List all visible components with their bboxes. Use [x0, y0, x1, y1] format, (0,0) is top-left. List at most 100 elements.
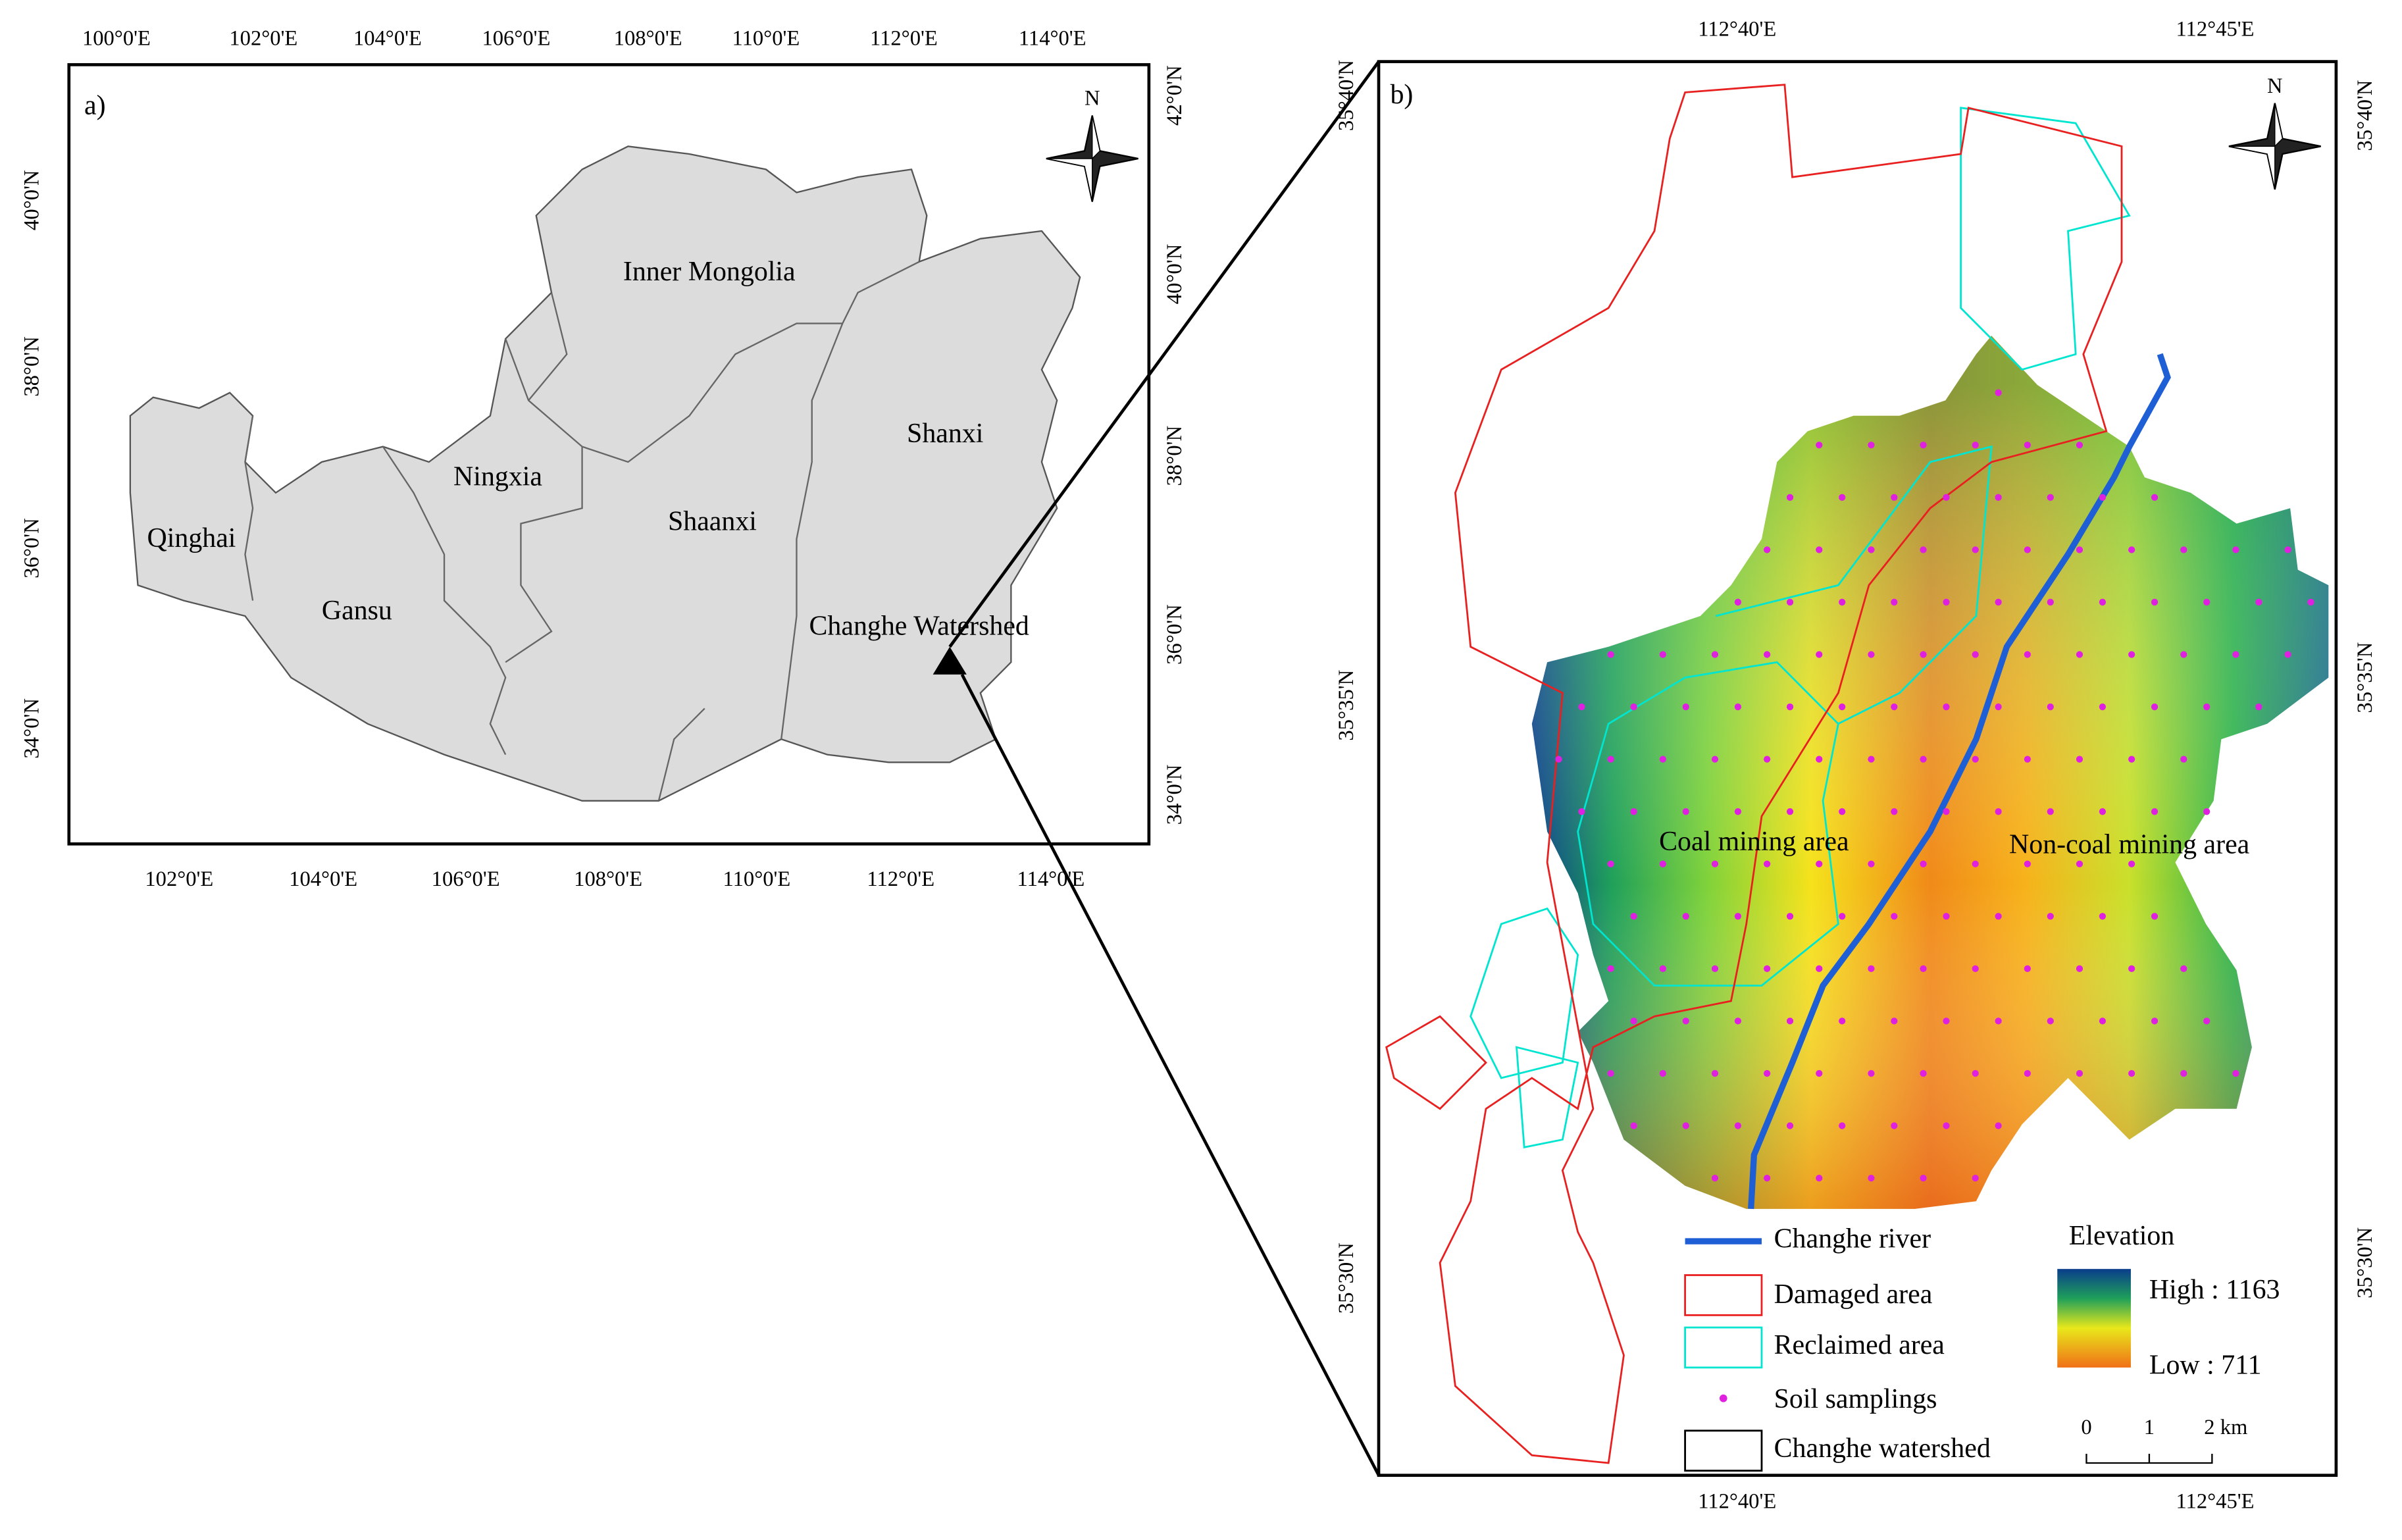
soil-sample [2203, 598, 2210, 606]
lat-tick-label: 35°40'N [2353, 80, 2377, 151]
soil-sample [2024, 546, 2031, 553]
legend-label: Damaged area [1774, 1279, 1933, 1310]
lat-tick-label: 34°0'N [1163, 765, 1187, 825]
soil-sample [2151, 703, 2159, 711]
soil-sample [2076, 651, 2083, 658]
soil-sample [2232, 1069, 2239, 1077]
soil-sample [2024, 965, 2031, 973]
soil-sample [1920, 1174, 1927, 1182]
soil-sample [1891, 494, 1898, 501]
changhe-river [1748, 353, 2171, 1210]
soil-sample [1868, 756, 1875, 763]
lon-tick-label: 108°0'E [614, 26, 682, 50]
lon-tick-label: 104°0'E [289, 867, 357, 891]
soil-sample [1816, 442, 1823, 449]
soil-sample [1891, 808, 1898, 815]
soil-sample [2255, 598, 2262, 606]
soil-sample [2047, 808, 2054, 815]
soil-sample [1920, 1069, 1927, 1077]
north-label: N [2267, 74, 2283, 98]
lon-tick-label: 112°45'E [2176, 1489, 2254, 1513]
lon-tick-label: 112°40'E [1698, 17, 1776, 41]
soil-sample [1786, 494, 1794, 501]
soil-sample [1972, 442, 1979, 449]
scale-label: 1 [2144, 1416, 2155, 1439]
soil-sample [2099, 808, 2107, 815]
soil-sample [1607, 860, 1614, 867]
soil-sample [2180, 1069, 2187, 1077]
elevation-low: Low : 711 [2149, 1350, 2262, 1380]
soil-sample [1972, 1069, 1979, 1077]
soil-sample [1816, 756, 1823, 763]
soil-sample [2128, 651, 2135, 658]
lat-tick-label: 40°0'N [20, 170, 44, 230]
soil-sample [1764, 756, 1771, 763]
soil-sample [1943, 598, 1950, 606]
soil-sample [1839, 494, 1846, 501]
soil-sample [2151, 494, 2159, 501]
soil-sample [1734, 703, 1742, 711]
soil-sample [1764, 965, 1771, 973]
soil-sample [1734, 913, 1742, 920]
soil-sample [2284, 546, 2291, 553]
soil-sample [2232, 546, 2239, 553]
soil-sample [2307, 598, 2314, 606]
lon-tick-label: 112°40'E [1698, 1489, 1776, 1513]
zoom-line [948, 61, 1380, 648]
legend-watershed [1684, 1429, 1763, 1472]
lat-tick-label: 40°0'N [1163, 244, 1187, 305]
soil-sample [1816, 1069, 1823, 1077]
soil-sample [2076, 546, 2083, 553]
soil-sample [2151, 808, 2159, 815]
lat-tick-label: 35°40'N [1335, 60, 1358, 131]
soil-sample [2255, 703, 2262, 711]
soil-sample [2047, 913, 2054, 920]
soil-sample [1786, 808, 1794, 815]
lon-tick-label: 108°0'E [574, 867, 642, 891]
soil-sample [1920, 965, 1927, 973]
region-label: Shanxi [907, 419, 983, 449]
soil-sample [1995, 494, 2002, 501]
soil-sample [1839, 1122, 1846, 1129]
soil-sample [1786, 913, 1794, 920]
soil-sample [2099, 913, 2107, 920]
soil-sample [1630, 703, 1637, 711]
reclaimed-area [1469, 107, 2131, 1148]
lat-tick-label: 35°35'N [1335, 670, 1358, 741]
soil-sample [1868, 1174, 1875, 1182]
soil-sample [2151, 598, 2159, 606]
soil-sample [1682, 703, 1689, 711]
region-label: Gansu [322, 596, 392, 626]
soil-sample [1972, 756, 1979, 763]
soil-sample [2099, 494, 2107, 501]
soil-sample [1764, 860, 1771, 867]
soil-sample [1711, 651, 1719, 658]
soil-sample [2203, 703, 2210, 711]
soil-sample [1920, 442, 1927, 449]
soil-sample [2128, 756, 2135, 763]
loess-plateau [129, 145, 1081, 802]
legend-reclaimed [1684, 1326, 1763, 1369]
legend-label: Changhe watershed [1774, 1433, 1991, 1464]
legend-label: Changhe river [1774, 1224, 1931, 1254]
soil-sample [1578, 703, 1585, 711]
soil-sample [2047, 1017, 2054, 1025]
soil-sample [1764, 1174, 1771, 1182]
soil-sample [2203, 808, 2210, 815]
soil-sample [1682, 913, 1689, 920]
soil-sample [2024, 442, 2031, 449]
soil-sample [1920, 860, 1927, 867]
soil-sample [1659, 756, 1666, 763]
soil-sample [2076, 756, 2083, 763]
legend-label: Soil samplings [1774, 1384, 1937, 1414]
soil-sample [1659, 651, 1666, 658]
soil-sample [2180, 965, 2187, 973]
lon-tick-label: 114°0'E [1017, 867, 1085, 891]
soil-sample [1711, 860, 1719, 867]
soil-sample [1995, 1122, 2002, 1129]
soil-sample [2180, 651, 2187, 658]
soil-sample [2076, 1069, 2083, 1077]
soil-sample [2024, 860, 2031, 867]
labels: a)100°0'E 102°0'E 104°0'E 106°0'E 108°0'E 110… [20, 17, 2377, 1513]
